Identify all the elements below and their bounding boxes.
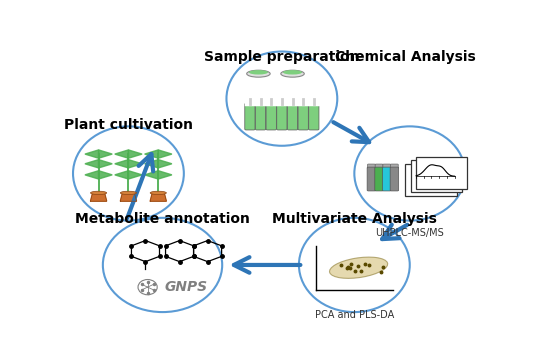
FancyBboxPatch shape	[375, 167, 383, 191]
Polygon shape	[150, 193, 166, 201]
Polygon shape	[91, 193, 107, 201]
Polygon shape	[85, 159, 98, 168]
Polygon shape	[158, 171, 172, 179]
Polygon shape	[129, 159, 142, 168]
Polygon shape	[145, 159, 158, 168]
Polygon shape	[120, 193, 136, 201]
FancyBboxPatch shape	[309, 103, 319, 130]
Text: Chemical Analysis: Chemical Analysis	[335, 50, 476, 64]
Polygon shape	[145, 150, 158, 158]
FancyBboxPatch shape	[390, 167, 399, 191]
Polygon shape	[85, 150, 98, 158]
Polygon shape	[115, 171, 129, 179]
Polygon shape	[115, 150, 129, 158]
Text: Metabolite annotation: Metabolite annotation	[75, 212, 250, 226]
Polygon shape	[145, 171, 158, 179]
FancyBboxPatch shape	[416, 157, 467, 189]
Polygon shape	[158, 159, 172, 168]
FancyBboxPatch shape	[266, 103, 276, 130]
FancyBboxPatch shape	[367, 167, 376, 191]
Text: Sample preparation: Sample preparation	[204, 50, 360, 64]
Ellipse shape	[150, 191, 166, 194]
FancyBboxPatch shape	[383, 164, 390, 168]
FancyBboxPatch shape	[255, 103, 266, 130]
Ellipse shape	[249, 70, 268, 75]
Polygon shape	[98, 150, 112, 158]
Text: UHPLC-MS/MS: UHPLC-MS/MS	[375, 228, 444, 238]
Text: Multivariate Analysis: Multivariate Analysis	[272, 212, 437, 226]
Text: GNPS: GNPS	[164, 280, 208, 294]
FancyBboxPatch shape	[390, 164, 398, 168]
Ellipse shape	[91, 191, 107, 194]
FancyBboxPatch shape	[245, 103, 255, 130]
FancyBboxPatch shape	[382, 167, 391, 191]
Ellipse shape	[283, 70, 302, 75]
Polygon shape	[98, 171, 112, 179]
FancyBboxPatch shape	[277, 103, 287, 130]
Ellipse shape	[120, 191, 136, 194]
Polygon shape	[98, 159, 112, 168]
Polygon shape	[85, 171, 98, 179]
FancyBboxPatch shape	[298, 103, 309, 130]
Ellipse shape	[247, 70, 270, 77]
Polygon shape	[158, 150, 172, 158]
FancyBboxPatch shape	[375, 164, 383, 168]
Polygon shape	[129, 150, 142, 158]
Ellipse shape	[329, 257, 388, 278]
Text: PCA and PLS-DA: PCA and PLS-DA	[315, 310, 394, 320]
Polygon shape	[115, 159, 129, 168]
Text: Plant cultivation: Plant cultivation	[64, 118, 193, 132]
Ellipse shape	[281, 70, 304, 77]
FancyBboxPatch shape	[288, 103, 298, 130]
Polygon shape	[129, 171, 142, 179]
FancyBboxPatch shape	[367, 164, 375, 168]
FancyBboxPatch shape	[411, 161, 462, 192]
FancyBboxPatch shape	[405, 164, 456, 195]
